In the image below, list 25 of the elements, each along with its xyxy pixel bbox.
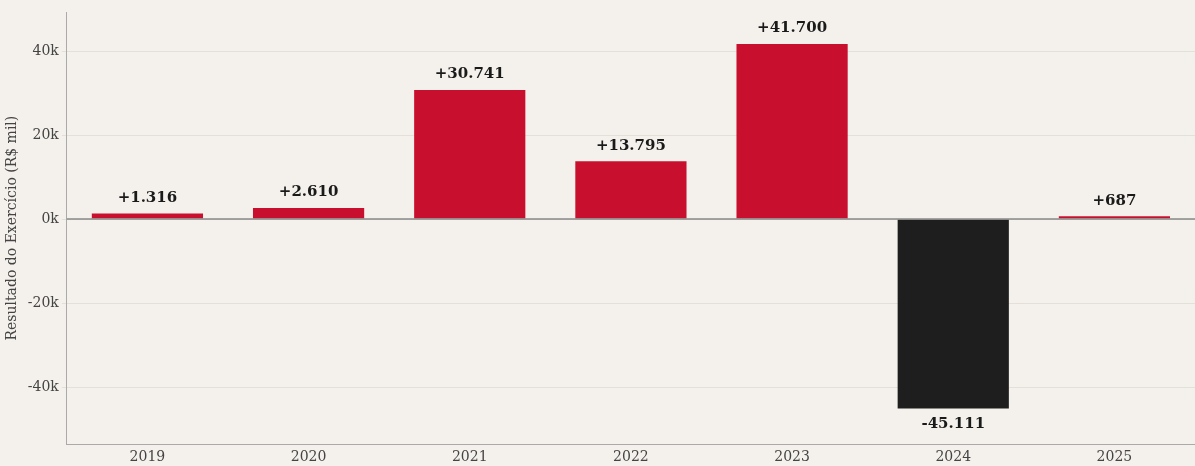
data-label: +13.795 — [595, 135, 666, 154]
y-tick-label: 0k — [41, 209, 60, 226]
data-label: +1.316 — [117, 187, 178, 206]
bar — [414, 89, 526, 219]
bar — [897, 219, 1009, 409]
data-label: +687 — [1092, 190, 1137, 209]
x-tick-label: 2024 — [935, 448, 972, 465]
data-label: -45.111 — [921, 413, 986, 432]
bar — [575, 161, 687, 219]
bar — [252, 208, 365, 219]
x-tick-label: 2021 — [451, 448, 488, 465]
x-tick-label: 2023 — [774, 448, 810, 465]
y-axis-title: Resultado do Exercício (R$ mil) — [3, 115, 20, 341]
x-tick-label: 2019 — [129, 448, 166, 465]
x-tick-label: 2020 — [290, 448, 327, 465]
bar — [736, 43, 848, 219]
y-tick-label: 40k — [32, 41, 60, 58]
data-label: +41.700 — [757, 18, 828, 37]
data-label: +30.741 — [434, 64, 505, 83]
x-tick-label: 2025 — [1096, 448, 1133, 465]
y-tick-label: -20k — [27, 293, 60, 310]
x-tick-label: 2022 — [613, 448, 649, 465]
y-tick-label: 20k — [32, 125, 60, 142]
data-label: +2.610 — [278, 182, 339, 201]
y-tick-label: -40k — [27, 377, 60, 394]
